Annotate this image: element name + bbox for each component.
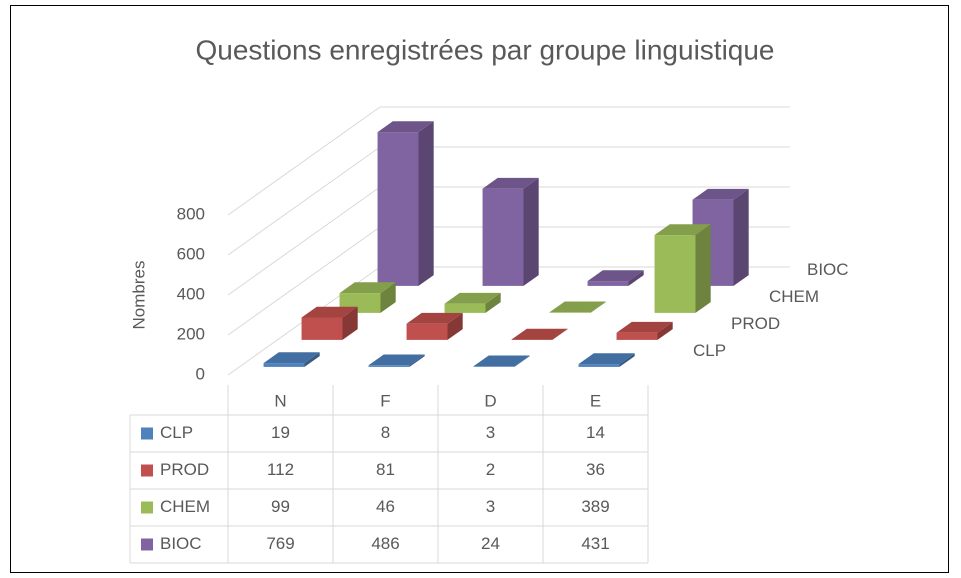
x-tick-label: E: [590, 391, 601, 410]
series-label: CHEM: [769, 287, 819, 306]
table-value: 3: [486, 423, 495, 442]
y-axis-title: Nombres: [129, 261, 148, 330]
table-value: 769: [266, 534, 294, 553]
series-label: CLP: [693, 341, 726, 360]
legend-key: [141, 501, 153, 514]
table-value: 431: [581, 534, 609, 553]
series-label: BIOC: [807, 260, 849, 279]
bar: [444, 303, 486, 313]
x-tick-label: F: [380, 391, 390, 410]
legend-label: CLP: [160, 423, 193, 442]
bar-top: [406, 312, 463, 324]
y-tick-label: 800: [177, 204, 205, 223]
bar-top: [368, 354, 425, 366]
bar-top: [263, 352, 320, 364]
bar-side: [409, 354, 425, 367]
y-tick-label: 0: [196, 364, 205, 383]
table-value: 19: [271, 423, 290, 442]
bar-top: [377, 121, 434, 133]
y-tick-label: 600: [177, 244, 205, 263]
bar: [578, 364, 620, 367]
y-tick-label: 200: [177, 324, 205, 343]
bar-top: [587, 270, 644, 282]
bar-top: [616, 321, 673, 333]
bar-side: [304, 352, 320, 367]
bar-top: [578, 353, 635, 365]
table-value: 112: [267, 460, 294, 479]
bar-side: [628, 270, 644, 286]
table-value: 24: [481, 534, 500, 553]
bar-side: [657, 321, 673, 340]
bar-side: [342, 306, 358, 340]
bar-side: [590, 301, 606, 313]
table-value: 2: [486, 460, 495, 479]
grid-line: [227, 106, 381, 216]
legend-label: PROD: [160, 460, 209, 479]
bar-top: [549, 301, 606, 313]
table-value: 36: [586, 460, 605, 479]
bar-side: [552, 328, 568, 340]
bar-side: [619, 353, 635, 367]
bar: [368, 365, 410, 367]
chart-border: [10, 5, 949, 573]
legend-key: [141, 464, 153, 477]
bar-top: [301, 306, 358, 318]
bar: [482, 188, 524, 286]
bar-top: [692, 188, 749, 200]
bar: [473, 366, 515, 367]
x-tick-label: D: [484, 391, 496, 410]
bar: [616, 332, 658, 340]
x-tick-label: N: [274, 391, 286, 410]
bar-side: [514, 355, 530, 367]
grid-line: [227, 146, 381, 256]
bar: [301, 317, 343, 340]
bar-side: [695, 224, 711, 313]
table-value: 81: [376, 460, 395, 479]
bar-top: [511, 328, 568, 340]
bar: [549, 312, 591, 313]
bar: [587, 281, 629, 286]
table-value: 389: [581, 497, 609, 516]
table-value: 46: [376, 497, 395, 516]
grid-line: [227, 226, 381, 336]
table-value: 8: [381, 423, 390, 442]
bar-side: [733, 188, 749, 286]
grid-line: [227, 186, 381, 296]
legend-key: [141, 427, 153, 440]
bar-side: [485, 292, 501, 313]
bar-side: [380, 282, 396, 313]
bar: [263, 363, 305, 367]
chart-title: Questions enregistrées par groupe lingui…: [195, 34, 774, 65]
bar-side: [523, 177, 539, 286]
bar-side: [447, 312, 463, 340]
legend-label: BIOC: [160, 534, 202, 553]
series-label: PROD: [731, 314, 780, 333]
bar: [377, 132, 419, 286]
bar-top: [654, 224, 711, 236]
legend-label: CHEM: [160, 497, 210, 516]
table-value: 99: [271, 497, 290, 516]
bar: [654, 235, 696, 313]
bar-top: [473, 355, 530, 367]
table-value: 3: [486, 497, 495, 516]
bar-top: [339, 282, 396, 294]
table-value: 486: [371, 534, 399, 553]
bar: [406, 323, 448, 340]
table-value: 14: [586, 423, 605, 442]
legend-key: [141, 538, 153, 551]
bar-top: [482, 177, 539, 189]
bar-side: [418, 121, 434, 286]
y-tick-label: 400: [177, 284, 205, 303]
bar-top: [444, 292, 501, 304]
